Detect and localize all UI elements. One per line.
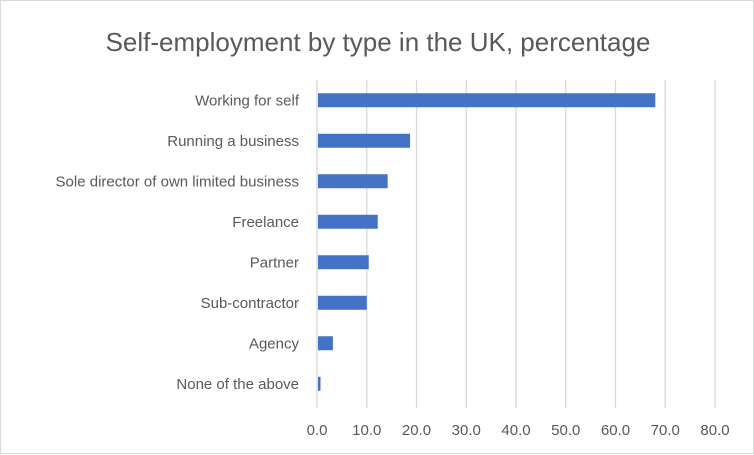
- bar: [318, 93, 656, 108]
- category-label: Agency: [249, 335, 300, 352]
- bar: [318, 255, 369, 270]
- bar: [318, 214, 378, 229]
- x-tick-label: 10.0: [352, 422, 381, 439]
- bar: [318, 174, 388, 189]
- category-label: None of the above: [176, 376, 299, 393]
- category-label: Sub-contractor: [201, 295, 299, 312]
- x-tick-label: 0.0: [307, 422, 328, 439]
- chart-title: Self-employment by type in the UK, perce…: [106, 27, 651, 57]
- x-tick-label: 70.0: [651, 422, 680, 439]
- category-label: Working for self: [195, 92, 300, 109]
- x-tick-label: 60.0: [601, 422, 630, 439]
- x-tick-label: 40.0: [501, 422, 530, 439]
- bar: [318, 336, 333, 351]
- bar: [318, 295, 367, 310]
- category-label: Freelance: [232, 214, 299, 231]
- bar: [318, 376, 321, 391]
- category-label: Running a business: [167, 133, 299, 150]
- x-tick-label: 50.0: [551, 422, 580, 439]
- category-label: Sole director of own limited business: [56, 173, 299, 190]
- x-tick-label: 30.0: [452, 422, 481, 439]
- category-label: Partner: [250, 254, 299, 271]
- bar: [318, 133, 411, 148]
- x-tick-label: 20.0: [402, 422, 431, 439]
- x-tick-label: 80.0: [700, 422, 729, 439]
